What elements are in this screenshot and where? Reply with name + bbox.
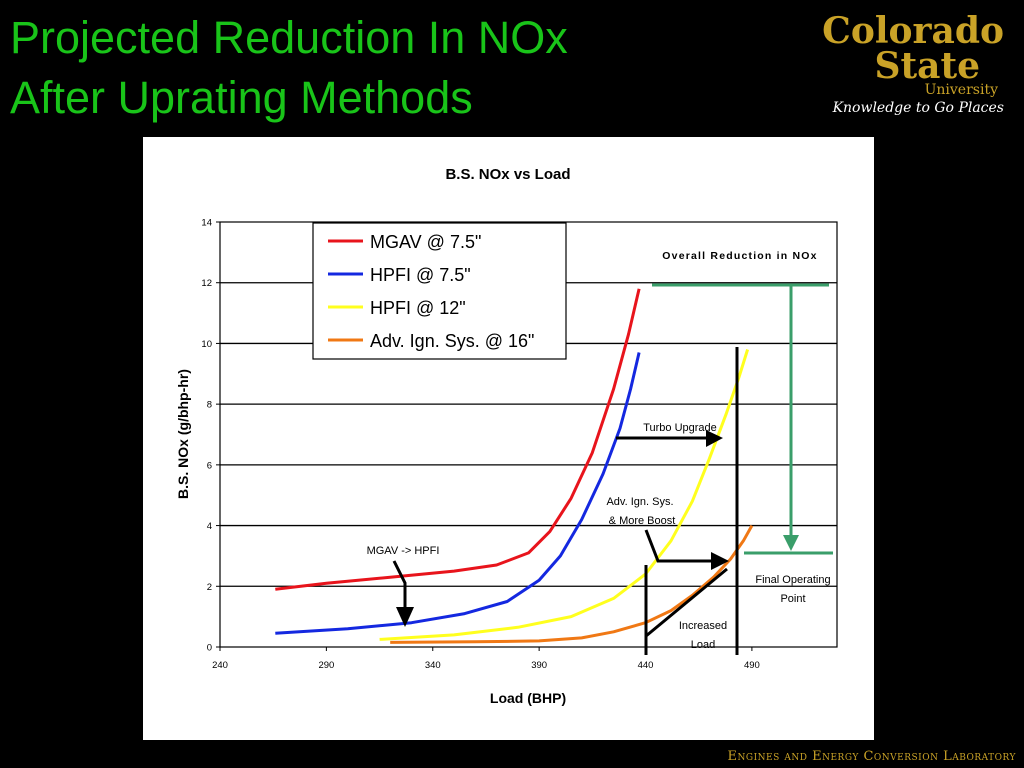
increased-label-2: Load [691, 639, 715, 651]
x-tick-label: 440 [638, 660, 654, 671]
chart-panel: B.S. NOx vs Load 0 2 4 6 8 10 12 14 240 290 340 390… [143, 137, 874, 740]
overall-reduction-label: Overall Reduction in NOx [662, 250, 817, 262]
adv-ign-arrowhead [711, 552, 729, 570]
y-tick-label: 8 [207, 400, 212, 411]
x-tick-label: 290 [318, 660, 334, 671]
y-tick-label: 6 [207, 460, 212, 471]
y-tick-label: 14 [201, 218, 212, 229]
axis-ticks: 0 2 4 6 8 10 12 14 240 290 340 390 440 490 [201, 218, 759, 672]
logo-line-1: Colorado [822, 10, 1004, 52]
final-point-label-2: Point [780, 593, 805, 605]
slide-title: Projected Reduction In NOx After Upratin… [10, 8, 568, 128]
legend-label: HPFI @ 12" [370, 298, 466, 318]
nox-chart: B.S. NOx vs Load 0 2 4 6 8 10 12 14 240 290 340 390… [175, 166, 838, 706]
mgav-hpfi-arrowhead [396, 607, 414, 627]
x-tick-label: 340 [425, 660, 441, 671]
logo-tagline: Knowledge to Go Places [832, 100, 1004, 116]
logo-line-2: State [874, 45, 981, 87]
y-tick-label: 4 [207, 521, 212, 532]
final-point-label-1: Final Operating [755, 574, 830, 586]
legend-label: HPFI @ 7.5" [370, 265, 471, 285]
x-axis-label: Load (BHP) [490, 690, 566, 706]
annotations: Overall Reduction in NOx Turbo Upgrade A… [367, 250, 833, 655]
legend: MGAV @ 7.5" HPFI @ 7.5" HPFI @ 12" Adv. Ign… [312, 222, 567, 360]
y-axis-label: B.S. NOx (g/bhp-hr) [175, 369, 191, 499]
adv-ign-arrow-line [644, 529, 713, 563]
turbo-arrowhead [706, 430, 723, 447]
mgav-hpfi-arrow-line [392, 560, 407, 611]
adv-ign-label-2: & More Boost [609, 515, 676, 527]
legend-items: MGAV @ 7.5" HPFI @ 7.5" HPFI @ 12" Adv. Ign… [328, 232, 534, 351]
series-line-3 [390, 524, 754, 644]
university-logo: Colorado State University Knowledge to G… [814, 12, 1004, 118]
series-line-2 [379, 349, 750, 641]
plot-area [219, 221, 838, 648]
series-lines [275, 288, 754, 644]
logo-line-3: University [924, 82, 998, 98]
series-line-1 [275, 352, 641, 635]
y-tick-label: 12 [201, 278, 212, 289]
title-line-2: After Uprating Methods [10, 72, 473, 123]
turbo-upgrade-label: Turbo Upgrade [643, 422, 717, 434]
series-line-0 [275, 288, 641, 591]
legend-label: MGAV @ 7.5" [370, 232, 481, 252]
x-tick-label: 490 [744, 660, 760, 671]
legend-label: Adv. Ign. Sys. @ 16" [370, 331, 534, 351]
mgav-hpfi-label: MGAV -> HPFI [367, 545, 440, 557]
legend-box [312, 222, 567, 360]
footer-lab-name: Engines and Energy Conversion Laboratory [727, 749, 1016, 764]
reduction-arrowhead [783, 535, 799, 551]
y-tick-label: 2 [207, 582, 212, 593]
x-tick-label: 390 [531, 660, 547, 671]
y-tick-label: 10 [201, 339, 212, 350]
increased-label-1: Increased [679, 620, 727, 632]
chart-title: B.S. NOx vs Load [445, 166, 570, 183]
title-line-1: Projected Reduction In NOx [10, 12, 568, 63]
adv-ign-label-1: Adv. Ign. Sys. [606, 496, 673, 508]
y-tick-label: 0 [207, 643, 212, 654]
increased-load-diag [645, 567, 728, 638]
x-tick-label: 240 [212, 660, 228, 671]
